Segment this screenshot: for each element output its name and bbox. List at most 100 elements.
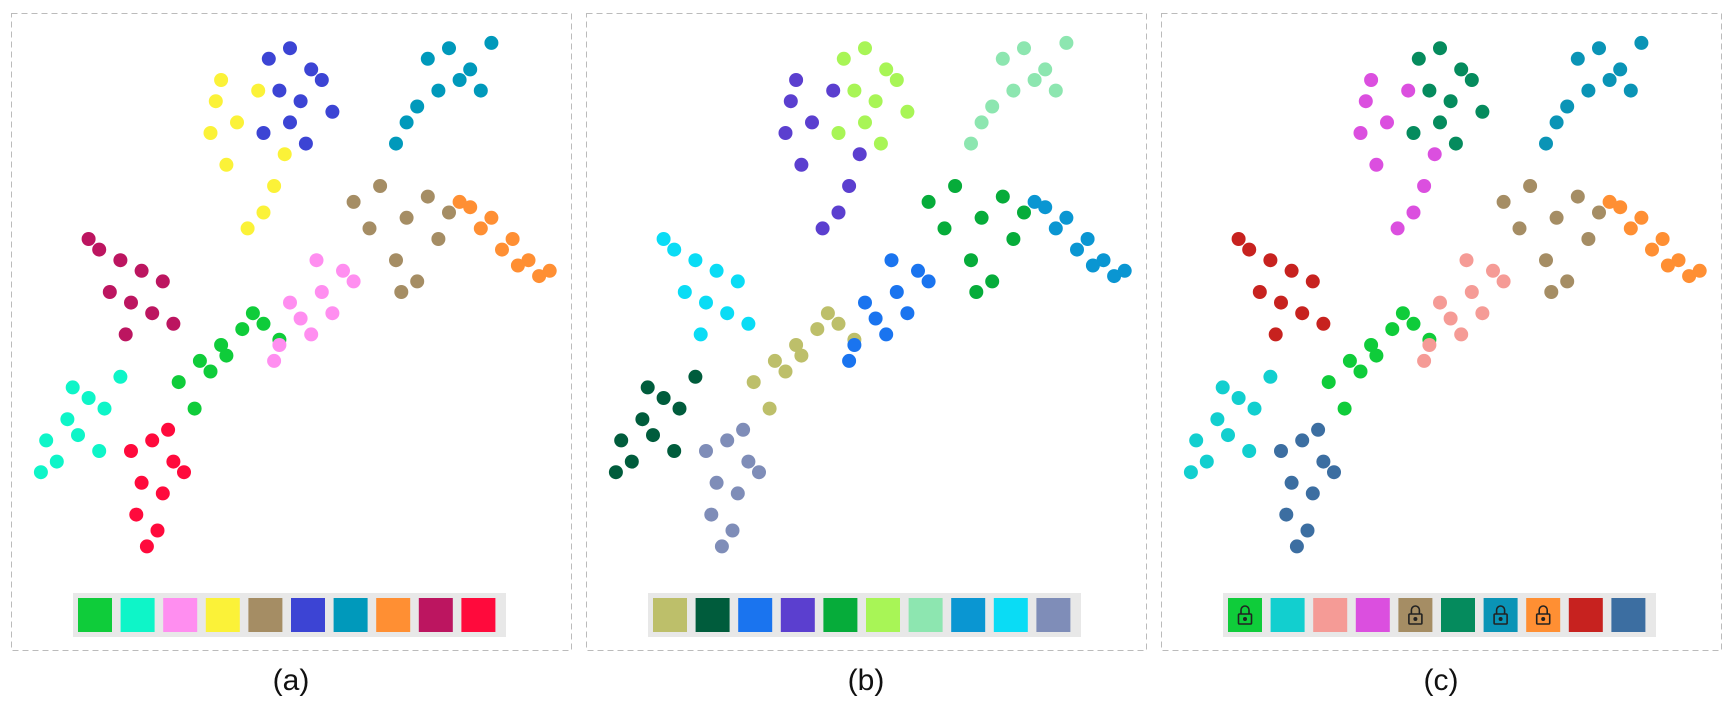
scatter-point (230, 115, 244, 130)
lock-body (1408, 613, 1423, 625)
scatter-point (1300, 523, 1315, 538)
scatter-point (1252, 285, 1267, 299)
scatter-point (1017, 41, 1031, 56)
scatter-point (1602, 73, 1617, 87)
scatter-point (92, 444, 107, 458)
scatter-point (219, 157, 234, 172)
scatter-point (399, 210, 414, 225)
scatter-point (889, 285, 904, 299)
scatter-point (842, 179, 857, 193)
scatter-point (1401, 83, 1416, 98)
color-swatch (1228, 598, 1262, 632)
lock-icon (1493, 605, 1508, 625)
scatter-point (134, 263, 149, 278)
scatter-point (1369, 348, 1384, 363)
color-swatch (1036, 598, 1071, 632)
scatter-point (298, 136, 313, 151)
scatter-point (192, 353, 207, 368)
scatter-point (92, 242, 107, 257)
scatter-point (1284, 263, 1299, 278)
scatter-point (974, 115, 989, 130)
scatter-point (879, 327, 894, 342)
color-swatch (1313, 598, 1348, 632)
scatter-point (1027, 194, 1042, 209)
scatter-point (1038, 200, 1053, 215)
scatter-point (985, 99, 1000, 114)
color-swatch (951, 598, 986, 632)
scatter-point (293, 311, 308, 326)
color-swatch (695, 598, 730, 632)
lock-shackle (1240, 605, 1250, 614)
lock-body (1237, 613, 1253, 625)
scatter-point (309, 253, 324, 268)
scatter-point (1422, 83, 1437, 98)
scatter-point (521, 253, 536, 268)
scatter-point (608, 465, 623, 480)
scatter-point (1080, 232, 1095, 246)
scatter-point (304, 327, 319, 342)
scatter-point (1570, 189, 1585, 204)
scatter-point (1027, 73, 1042, 87)
scatter-point (1085, 258, 1100, 273)
scatter-point (836, 51, 851, 66)
scatter-point (688, 253, 703, 268)
scatter-point (510, 258, 525, 273)
scatter-point (1247, 401, 1262, 416)
scatter-point (688, 369, 703, 384)
scatter-point (314, 285, 329, 299)
scatter-point (911, 263, 925, 278)
scatter-point (1634, 35, 1649, 50)
scatter-point (102, 285, 117, 299)
scatter-point (1311, 422, 1326, 437)
scatter-point (473, 221, 488, 236)
scatter-point (505, 232, 520, 246)
scatter-point (293, 94, 308, 109)
scatter-point (1038, 62, 1053, 77)
scatter-point (656, 232, 671, 246)
scatter-point (389, 253, 403, 268)
color-swatch (993, 598, 1028, 632)
scatter-point (277, 147, 292, 162)
scatter-point (1215, 380, 1230, 395)
scatter-point (1496, 274, 1511, 289)
scatter-point (1523, 179, 1538, 193)
scatter-point (842, 353, 857, 368)
color-swatch (1611, 598, 1646, 632)
scatter-point (1433, 41, 1447, 56)
color-swatch (1270, 598, 1305, 632)
scatter-point (995, 189, 1010, 204)
scatter-point (969, 285, 984, 299)
scatter-point (1369, 157, 1384, 172)
scatter-point (1059, 35, 1074, 50)
scatter-point (1048, 221, 1063, 236)
scatter-point (399, 115, 414, 130)
scatter-point (33, 465, 48, 480)
scatter-point (900, 104, 915, 119)
scatter-point (1427, 147, 1442, 162)
scatter-point (720, 306, 735, 321)
scatter-point (1390, 221, 1405, 236)
scatter-point (1353, 126, 1368, 140)
scatter-point (97, 401, 112, 416)
scatter-point (614, 433, 629, 448)
scatter-point (1459, 253, 1474, 268)
scatter-point (171, 375, 186, 390)
scatter-point (272, 83, 287, 98)
scatter-point (452, 194, 467, 209)
scatter-point (948, 179, 963, 193)
panel (586, 13, 1147, 651)
scatter-point (431, 83, 446, 98)
scatter-point (852, 147, 867, 162)
lock-icon (1237, 605, 1253, 625)
scatter-point (1496, 194, 1511, 209)
panel-border (1161, 13, 1722, 651)
color-swatch (78, 598, 112, 632)
scatter-point (484, 35, 499, 50)
scatter-point (1221, 428, 1235, 443)
scatter-point (667, 242, 682, 257)
scatter-point (155, 274, 170, 289)
scatter-point (752, 465, 766, 480)
scatter-point (974, 210, 989, 225)
scatter-point (789, 338, 804, 352)
